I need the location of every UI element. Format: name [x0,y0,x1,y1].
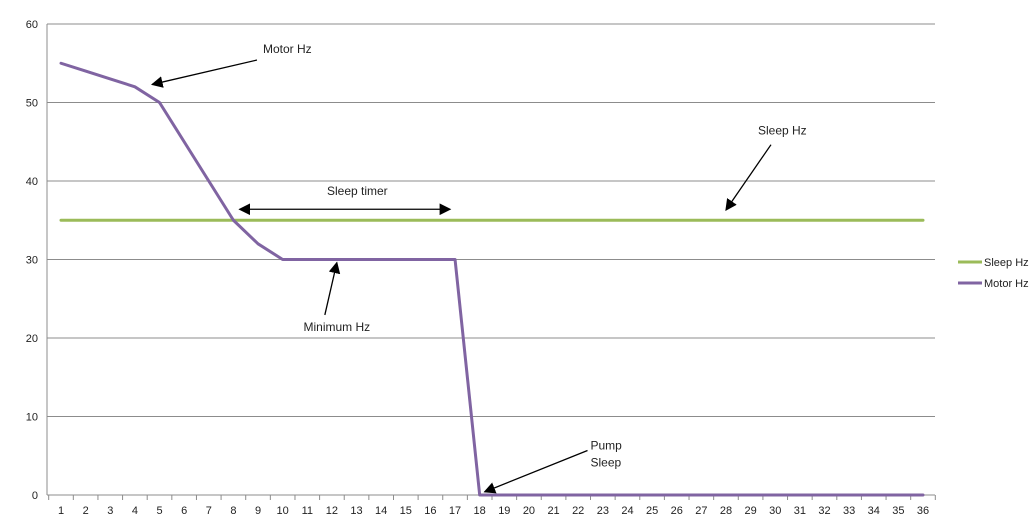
annotation-label-pump-line2: Sleep [591,455,622,469]
x-tick-label: 13 [350,505,362,517]
x-tick-label: 17 [449,505,461,517]
series-line-motor-hz [59,61,925,497]
y-tick-label: 10 [26,412,38,424]
y-tick-label: 40 [26,176,38,188]
x-tick-label: 28 [720,505,732,517]
y-tick-labels: 0 10 20 30 40 50 60 [26,19,38,502]
annotation-arrow-minimum-hz [324,261,341,316]
x-tick-label: 36 [917,505,929,517]
x-tick-label: 25 [646,505,658,517]
y-tick-label: 60 [26,19,38,31]
x-tick-label: 9 [255,505,261,517]
annotation-label-minimum-hz: Minimum Hz [304,320,371,334]
x-tick-label: 16 [424,505,436,517]
x-tick-label: 30 [769,505,781,517]
x-tick-label: 11 [302,505,313,517]
x-tick-label: 6 [181,505,187,517]
gridlines [47,23,935,417]
annotation-arrow-sleep-hz [725,144,772,212]
legend-label-motor-hz: Motor Hz [984,278,1029,290]
x-tick-label: 26 [671,505,683,517]
x-tick-label: 1 [58,505,64,517]
series-lines [59,61,925,497]
annotation-label-pump: Pump [591,438,623,452]
x-tick-label: 4 [132,505,138,517]
x-tick-label: 32 [818,505,830,517]
x-tick-labels: 1 2 3 4 5 6 7 8 9 10 11 12 13 14 15 16 17 18 19 20 21 22 23 24 2… [58,505,929,517]
x-tick-label: 21 [547,505,559,517]
x-tick-label: 22 [572,505,584,517]
x-tick-label: 27 [695,505,707,517]
x-tick-label: 8 [230,505,236,517]
y-tick-label: 0 [32,490,38,502]
x-tick-label: 7 [206,505,212,517]
x-tick-label: 34 [868,505,880,517]
x-tick-label: 5 [156,505,162,517]
x-tick-label: 2 [83,505,89,517]
annotations: Motor Hz Sleep Hz Minimum Hz Pump Sleep Sleep… [150,42,807,494]
x-tick-label: 14 [375,505,387,517]
x-tick-label: 33 [843,505,855,517]
x-tick-label: 31 [794,505,806,517]
annotation-arrow-pump [483,449,588,494]
x-tick-label: 10 [277,505,289,517]
x-tick-label: 3 [107,505,113,517]
annotation-label-motor-hz: Motor Hz [263,42,312,56]
annotation-label-sleep-hz: Sleep Hz [758,124,807,138]
annotation-label-sleep-timer: Sleep timer [327,184,388,198]
legend: Sleep Hz Motor Hz [958,257,1029,290]
x-tick-label: 24 [621,505,633,517]
legend-label-sleep-hz: Sleep Hz [984,257,1029,269]
annotation-arrow-motor-hz [150,59,258,88]
x-tick-label: 15 [400,505,412,517]
axes [46,24,936,500]
y-tick-label: 50 [26,98,38,110]
x-tick-label: 35 [892,505,904,517]
x-tick-label: 29 [744,505,756,517]
y-tick-label: 20 [26,333,38,345]
x-tick-label: 23 [597,505,609,517]
x-tick-label: 12 [326,505,338,517]
x-tick-label: 19 [498,505,510,517]
x-tick-label: 20 [523,505,535,517]
x-tick-label: 18 [474,505,486,517]
y-tick-label: 30 [26,255,38,267]
